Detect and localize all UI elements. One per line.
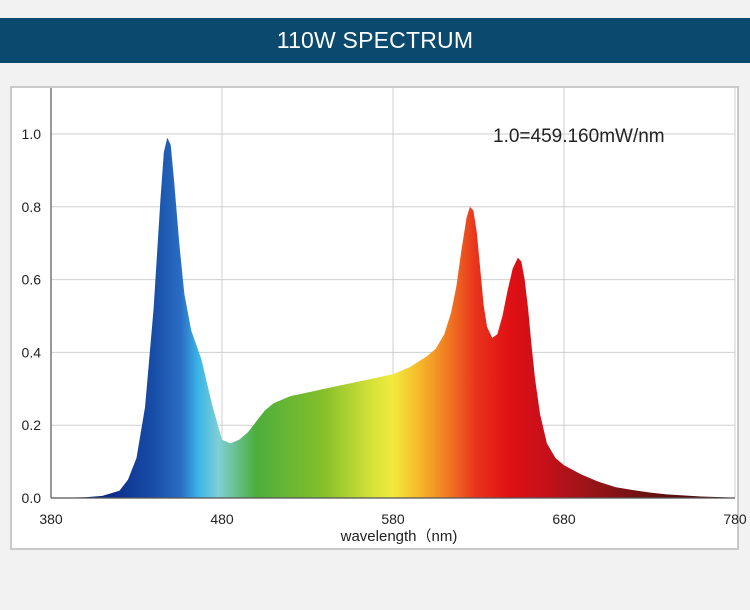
x-tick-label: 380 [39, 511, 63, 527]
y-tick-label: 0.4 [22, 344, 42, 360]
x-tick-label: 780 [723, 511, 747, 527]
y-tick-label: 0.8 [22, 199, 42, 215]
x-tick-label: 580 [381, 511, 405, 527]
tick-labels: 0.0 0.2 0.4 0.6 0.8 1.0 380 480 580 680 780 [22, 126, 747, 527]
x-tick-label: 480 [210, 511, 234, 527]
title-bar: 110W SPECTRUM [0, 18, 750, 63]
chart-title: 110W SPECTRUM [276, 27, 474, 53]
y-tick-label: 0.2 [22, 417, 42, 433]
y-tick-label: 1.0 [22, 126, 42, 142]
axes [50, 88, 735, 499]
spectrum-area [51, 137, 735, 498]
y-tick-label: 0.0 [22, 490, 42, 506]
x-axis-label: wavelength（nm) [340, 528, 458, 545]
x-tick-label: 680 [552, 511, 576, 527]
scale-annotation: 1.0=459.160mW/nm [493, 126, 665, 147]
y-tick-label: 0.6 [22, 272, 42, 288]
